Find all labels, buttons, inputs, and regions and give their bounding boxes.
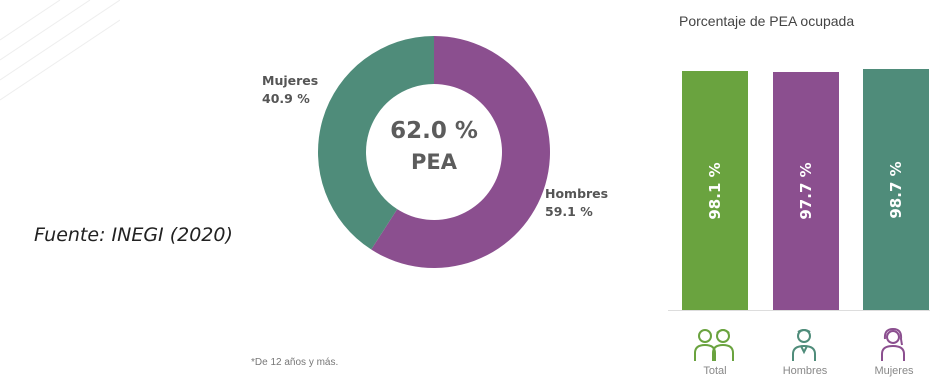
bar-value-hombres: 97.7 %: [797, 162, 815, 220]
bar-mujeres: 98.7 %: [863, 69, 929, 310]
man-icon: [792, 329, 816, 361]
footnote: *De 12 años y más.: [251, 357, 339, 368]
bar-value-total: 98.1 %: [706, 161, 724, 220]
decorative-lines: [0, 0, 120, 101]
donut-slice-mujeres: [318, 36, 434, 250]
people-pair-icon: [694, 329, 734, 361]
donut-slice-hombres: [371, 36, 550, 268]
category-label-mujeres: Mujeres: [874, 365, 914, 377]
pea-donut-chart: [318, 36, 550, 268]
category-label-hombres: Hombres: [782, 365, 828, 377]
source-note: Fuente: INEGI (2020): [34, 224, 233, 246]
donut-center-label: PEA: [411, 150, 457, 174]
slice-label-hombres: Hombres 59.1 %: [545, 185, 608, 221]
bar-total: 98.1 %: [682, 71, 748, 310]
bar-hombres: 97.7 %: [773, 72, 839, 310]
slice-label-mujeres: Mujeres 40.9 %: [262, 72, 318, 108]
woman-icon: [881, 327, 905, 361]
slice-name-mujeres: Mujeres: [262, 73, 319, 88]
slice-value-hombres: 59.1 %: [545, 204, 593, 219]
slice-value-mujeres: 40.9 %: [262, 91, 310, 106]
category-label-total: Total: [703, 365, 727, 377]
bar-value-mujeres: 98.7 %: [887, 160, 905, 219]
slice-name-hombres: Hombres: [545, 186, 609, 201]
bar-axis-line: [668, 310, 930, 311]
donut-center-value: 62.0 %: [390, 118, 478, 144]
bar-chart-title: Porcentaje de PEA ocupada: [679, 13, 855, 29]
